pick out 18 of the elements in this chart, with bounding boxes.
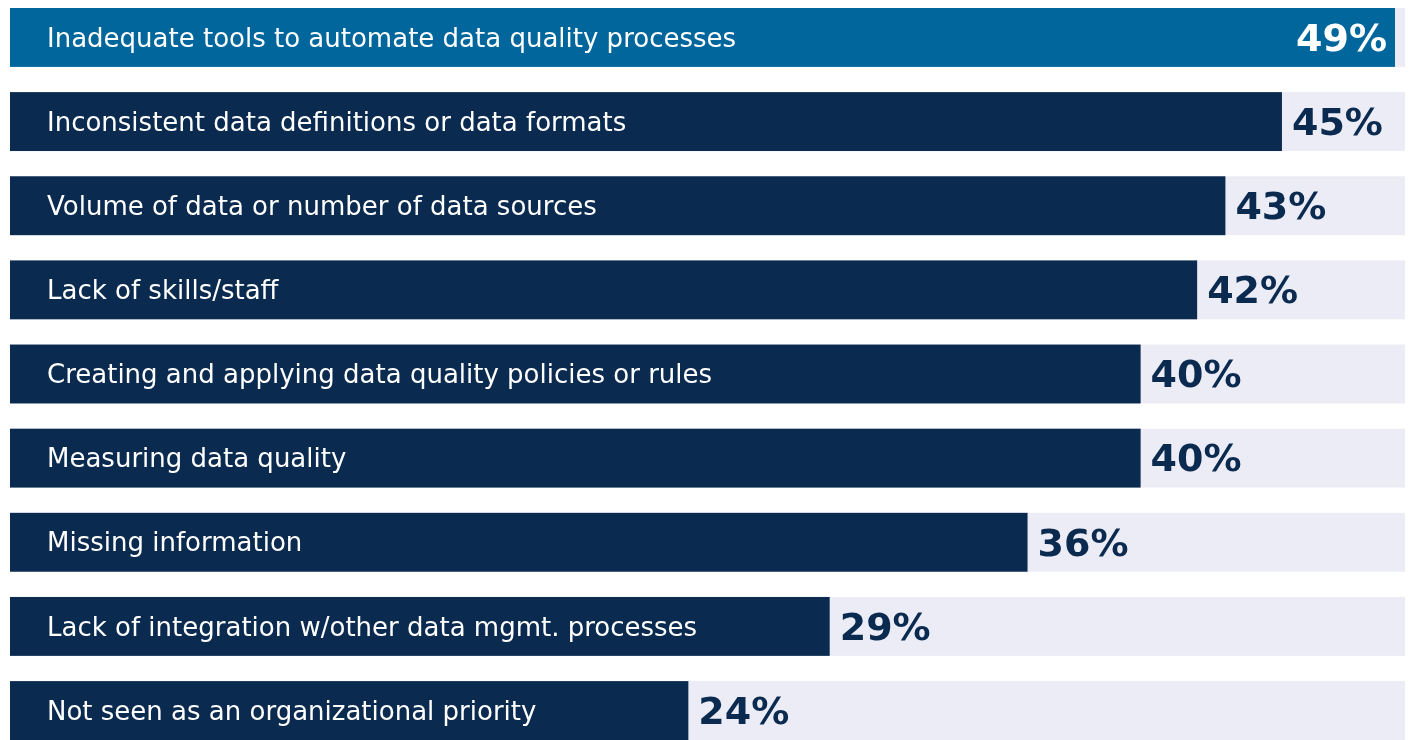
y-tick-label: Lack of skills/staff — [47, 274, 280, 305]
y-tick-label: Creating and applying data quality policies or rules — [47, 359, 713, 390]
y-tick-label: Missing information — [47, 527, 303, 558]
y-tick-label: Not seen as an organizational priority — [47, 695, 537, 726]
data-label: 42% — [1207, 268, 1299, 313]
data-label: 49% — [1296, 15, 1387, 60]
y-tick-label: Inconsistent data definitions or data formats — [47, 106, 627, 137]
data-label: 40% — [1150, 436, 1242, 481]
data-label: 40% — [1150, 352, 1242, 397]
data-label: 24% — [698, 688, 790, 733]
data-label: 45% — [1291, 99, 1383, 144]
data-label: 36% — [1037, 520, 1129, 565]
data-label: 29% — [839, 604, 931, 649]
y-tick-label: Inadequate tools to automate data quality processes — [47, 22, 737, 53]
data-label: 43% — [1235, 184, 1327, 229]
y-tick-label: Volume of data or number of data sources — [47, 190, 597, 221]
y-tick-label: Measuring data quality — [47, 443, 347, 474]
y-tick-label: Lack of integration w/other data mgmt. processes — [47, 611, 698, 642]
